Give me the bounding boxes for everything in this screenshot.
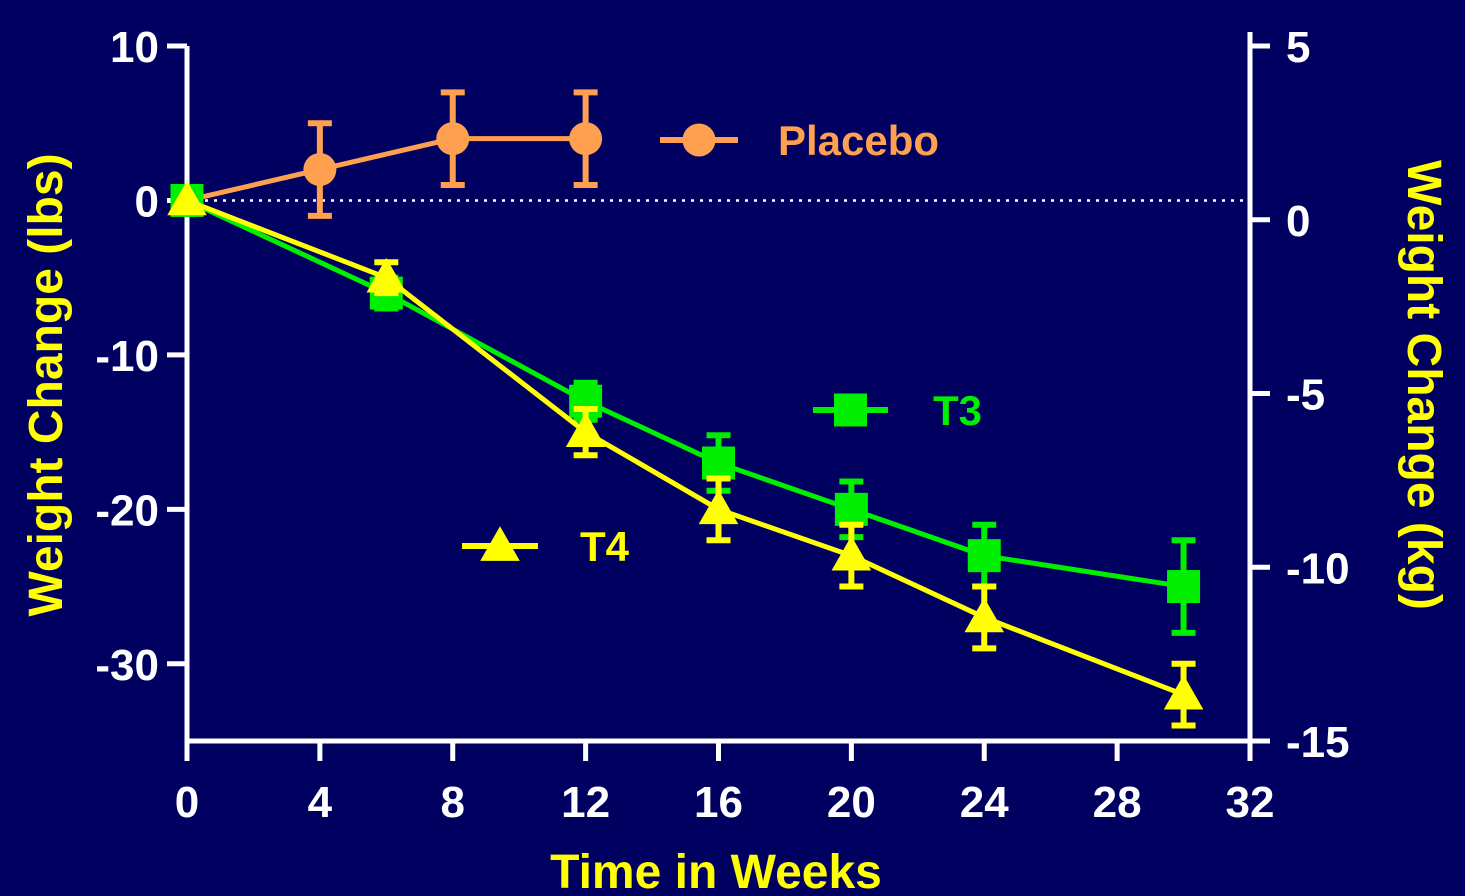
x-tick-label: 28 [1093,778,1142,827]
x-tick-label: 20 [827,778,876,827]
series-t4 [167,180,1204,729]
axes: 10 0 -10 -20 -30 0 4 8 12 16 20 24 28 32 5 0 -5 -10 -15 [95,23,1349,827]
t4-point [831,535,872,571]
x-tick-label: 16 [694,778,743,827]
placebo-point [303,153,337,187]
t3-point [1167,570,1201,604]
legend-label-placebo: Placebo [778,117,939,164]
legend: Placebo T3 T4 [462,117,982,570]
series-layer [167,89,1204,729]
legend-label-t4: T4 [580,523,630,570]
t4-point [1163,674,1204,710]
y-tick-label: -10 [95,332,159,381]
x-tick-label: 32 [1226,778,1275,827]
legend-marker-t3 [834,393,867,427]
placebo-point [436,122,470,156]
placebo-line [186,136,586,203]
legend-marker-t4 [480,526,520,561]
x-tick-label: 8 [441,778,465,827]
legend-label-t3: T3 [933,387,982,434]
y-tick-label: 0 [135,177,159,226]
x-tick-label: 0 [175,778,199,827]
y2-tick-label: -15 [1286,718,1350,767]
y-tick-label: -20 [95,486,159,535]
y-tick-label: -30 [95,641,159,690]
t4-point [167,180,207,216]
y-tick-label: 10 [110,23,159,72]
t4-point [698,489,739,525]
y2-tick-label: -5 [1286,371,1325,420]
y2-tick-label: -10 [1286,544,1350,593]
placebo-point [569,122,603,156]
x-axis-title: Time in Weeks [550,846,882,896]
t3-point [702,446,735,480]
legend-marker-placebo [682,123,716,157]
t3-point [834,492,868,526]
y-axis-title: Weight Change (lbs) [20,153,73,616]
x-tick-label: 4 [308,778,333,827]
y2-axis-title: Weight Change (kg) [1397,160,1450,610]
t4-point [964,597,1005,633]
x-tick-label: 24 [960,778,1009,827]
t4-point [565,412,606,447]
y2-tick-label: 5 [1286,23,1310,72]
t4-point [366,257,407,293]
y2-tick-label: 0 [1286,197,1310,246]
t3-point [967,539,1001,573]
x-tick-label: 12 [561,778,610,827]
